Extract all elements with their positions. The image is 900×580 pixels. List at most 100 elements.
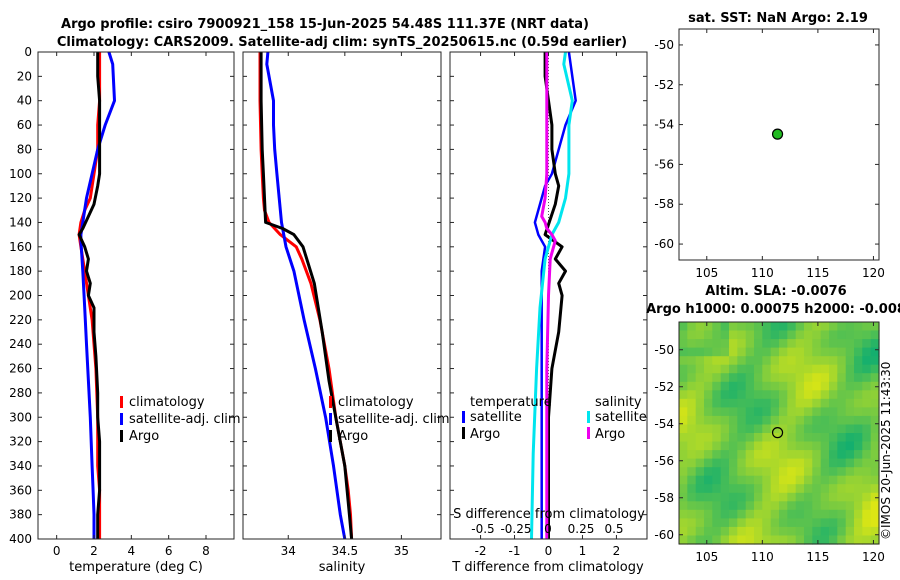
heatmap-cell bbox=[729, 398, 738, 408]
heatmap-cell bbox=[804, 356, 813, 366]
heatmap-cell bbox=[870, 484, 880, 494]
heatmap-cell bbox=[795, 484, 805, 494]
heatmap-cell bbox=[870, 450, 880, 460]
heatmap-cell bbox=[845, 390, 855, 400]
heatmap-cell bbox=[862, 381, 872, 391]
heatmap-cell bbox=[820, 484, 830, 494]
heatmap-cell bbox=[845, 398, 855, 408]
heatmap-cell bbox=[812, 518, 822, 528]
heatmap-cell bbox=[695, 347, 705, 357]
heatmap-cell bbox=[862, 458, 872, 468]
heatmap-cell bbox=[712, 339, 722, 349]
heatmap-cell bbox=[829, 381, 838, 391]
heatmap-cell bbox=[795, 492, 805, 502]
heatmap-cell bbox=[854, 347, 863, 357]
heatmap-cell bbox=[829, 407, 838, 417]
heatmap-cell bbox=[737, 322, 747, 332]
heatmap-cell bbox=[804, 364, 813, 374]
series-line-salinity-satellite bbox=[530, 51, 574, 540]
heatmap-cell bbox=[820, 467, 830, 477]
heatmap-cell bbox=[779, 450, 788, 460]
heatmap-cell bbox=[679, 450, 688, 460]
heatmap-cell bbox=[687, 390, 697, 400]
heatmap-cell bbox=[704, 356, 713, 366]
heatmap-cell bbox=[812, 467, 822, 477]
sst-map-title: sat. SST: NaN Argo: 2.19 bbox=[688, 11, 868, 26]
difference-legend: temperature satellite Argo salinity sate… bbox=[462, 395, 647, 442]
heatmap-cell bbox=[687, 441, 697, 451]
heatmap-cell bbox=[754, 450, 763, 460]
depth-tick-label: 180 bbox=[9, 264, 32, 278]
heatmap-cell bbox=[837, 433, 847, 443]
heatmap-cell bbox=[695, 492, 705, 502]
heatmap-cell bbox=[745, 347, 755, 357]
heatmap-cell bbox=[704, 475, 713, 485]
heatmap-cell bbox=[720, 322, 730, 332]
heatmap-cell bbox=[720, 467, 730, 477]
heatmap-cell bbox=[687, 433, 697, 443]
y-tick-label: -60 bbox=[654, 528, 674, 542]
heatmap-cell bbox=[812, 526, 822, 536]
altimetry-y-ticks: -50 -52 -54 -56 -58 -60 bbox=[654, 343, 879, 542]
heatmap-cell bbox=[854, 339, 863, 349]
heatmap-cell bbox=[745, 450, 755, 460]
heatmap-cell bbox=[845, 407, 855, 417]
heatmap-cell bbox=[720, 339, 730, 349]
heatmap-cell bbox=[770, 526, 780, 536]
heatmap-cell bbox=[837, 458, 847, 468]
sst-map-axes-frame bbox=[678, 28, 880, 261]
heatmap-cell bbox=[737, 526, 747, 536]
heatmap-cell bbox=[804, 407, 813, 417]
heatmap-cell bbox=[845, 509, 855, 519]
heatmap-cell bbox=[829, 415, 838, 425]
heatmap-cell bbox=[787, 424, 797, 434]
heatmap-cell bbox=[829, 339, 838, 349]
heatmap-cell bbox=[754, 492, 763, 502]
heatmap-cell bbox=[829, 518, 838, 528]
heatmap-cell bbox=[695, 424, 705, 434]
heatmap-cell bbox=[845, 424, 855, 434]
heatmap-cell bbox=[720, 433, 730, 443]
heatmap-cell bbox=[779, 356, 788, 366]
heatmap-cell bbox=[695, 475, 705, 485]
legend-argo-swatch bbox=[120, 430, 123, 442]
heatmap-cell bbox=[754, 433, 763, 443]
heatmap-cell bbox=[762, 373, 772, 383]
heatmap-cell bbox=[845, 433, 855, 443]
heatmap-cell bbox=[762, 501, 772, 511]
heatmap-cell bbox=[854, 407, 863, 417]
heatmap-cell bbox=[845, 330, 855, 340]
heatmap-cell bbox=[795, 424, 805, 434]
heatmap-cell bbox=[754, 398, 763, 408]
heatmap-cell bbox=[695, 467, 705, 477]
x-tick-label: 8 bbox=[202, 544, 210, 558]
x-tick-label: 1 bbox=[579, 544, 587, 558]
heatmap-cell bbox=[762, 492, 772, 502]
heatmap-cell bbox=[762, 339, 772, 349]
heatmap-cell bbox=[787, 450, 797, 460]
heatmap-cell bbox=[829, 356, 838, 366]
heatmap-cell bbox=[745, 415, 755, 425]
heatmap-cell bbox=[712, 381, 722, 391]
depth-tick-label: 220 bbox=[9, 313, 32, 327]
legend-s-satellite-label: satellite bbox=[595, 410, 647, 425]
heatmap-cell bbox=[820, 407, 830, 417]
altimetry-heatmap bbox=[679, 322, 880, 545]
heatmap-cell bbox=[870, 526, 880, 536]
heatmap-cell bbox=[687, 492, 697, 502]
heatmap-cell bbox=[837, 526, 847, 536]
heatmap-cell bbox=[704, 373, 713, 383]
heatmap-cell bbox=[762, 535, 772, 545]
heatmap-cell bbox=[745, 484, 755, 494]
heatmap-cell bbox=[729, 484, 738, 494]
heatmap-cell bbox=[812, 373, 822, 383]
heatmap-cell bbox=[745, 518, 755, 528]
heatmap-cell bbox=[754, 322, 763, 332]
depth-tick-label: 20 bbox=[17, 69, 32, 83]
heatmap-cell bbox=[837, 339, 847, 349]
heatmap-cell bbox=[729, 526, 738, 536]
heatmap-cell bbox=[795, 381, 805, 391]
heatmap-cell bbox=[787, 398, 797, 408]
heatmap-cell bbox=[837, 407, 847, 417]
heatmap-cell bbox=[812, 501, 822, 511]
